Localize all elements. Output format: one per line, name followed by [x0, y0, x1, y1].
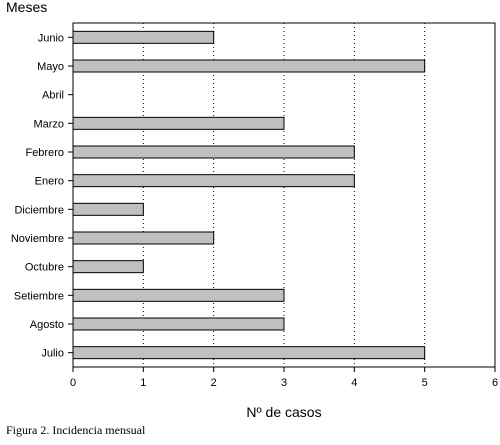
bar-marzo: [72, 116, 285, 130]
bars: [72, 30, 426, 360]
x-axis-title: Nº de casos: [246, 404, 321, 420]
bar-octubre: [72, 260, 144, 274]
x-tick-label: 4: [351, 377, 357, 389]
bar-agosto: [72, 317, 285, 331]
x-tick-label: 1: [140, 377, 146, 389]
x-tick-label: 3: [281, 377, 287, 389]
x-tick-labels: 0 1 2 3 4 5 6: [70, 377, 498, 389]
bar-setiembre: [72, 288, 285, 302]
bar-chart: Junio Mayo Abril Marzo Febrero Enero Diciembre…: [6, 0, 498, 420]
y-tick-label: Febrero: [25, 147, 64, 159]
bar-noviembre: [72, 231, 215, 245]
x-tick-label: 0: [70, 377, 76, 389]
bar-julio: [72, 346, 426, 360]
y-tick-label: Enero: [35, 176, 64, 188]
y-tick-label: Marzo: [33, 118, 64, 130]
x-tick-label: 5: [422, 377, 428, 389]
bar-diciembre: [72, 202, 144, 216]
y-tick-label: Diciembre: [14, 204, 64, 216]
y-tick-label: Octubre: [25, 262, 64, 274]
y-tick-label: Mayo: [37, 61, 64, 73]
x-tick-label: 2: [211, 377, 217, 389]
axes: [68, 22, 496, 372]
bar-febrero: [72, 145, 355, 159]
figure-caption: Figura 2. Incidencia mensual: [6, 423, 146, 437]
y-tick-labels: Junio Mayo Abril Marzo Febrero Enero Diciembre…: [11, 32, 64, 359]
bar-mayo: [72, 59, 426, 73]
y-tick-label: Agosto: [30, 319, 64, 331]
y-tick-label: Julio: [41, 348, 64, 360]
gridlines: [142, 23, 426, 367]
bar-junio: [72, 30, 215, 44]
y-tick-label: Noviembre: [11, 233, 64, 245]
bar-enero: [72, 174, 355, 188]
y-tick-label: Junio: [38, 32, 64, 44]
y-tick-label: Setiembre: [14, 290, 64, 302]
y-axis-title: Meses: [6, 0, 47, 15]
y-tick-label: Abril: [42, 90, 64, 102]
x-tick-label: 6: [492, 377, 498, 389]
